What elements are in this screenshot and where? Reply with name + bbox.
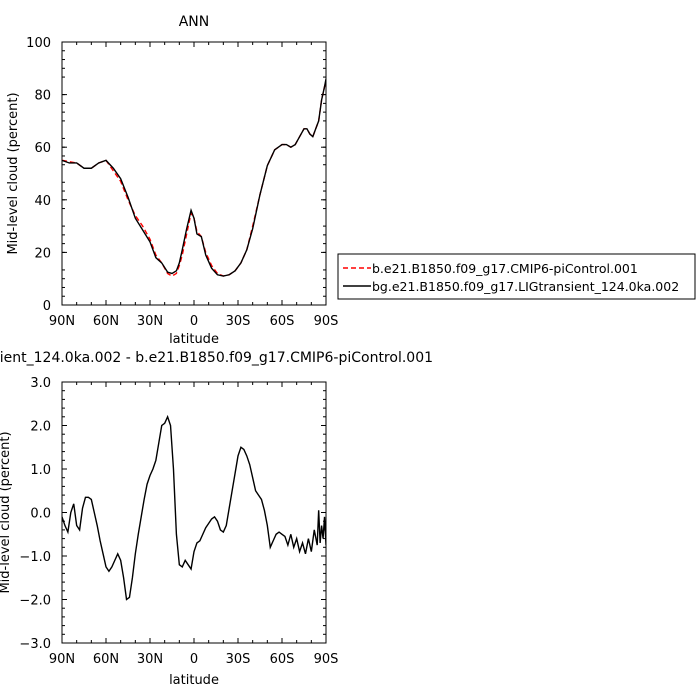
y-tick-label: 3.0 [30, 376, 51, 391]
y-tick-label: 2.0 [30, 420, 51, 435]
series-line-1 [62, 78, 326, 277]
plot-frame [61, 381, 327, 644]
x-axis-label: latitude [169, 673, 219, 688]
x-tick-label: 90S [314, 652, 339, 667]
y-tick-label: 40 [34, 194, 51, 209]
y-tick-label: −1.0 [19, 550, 51, 565]
y-tick-label: 0 [43, 299, 51, 314]
y-tick-label: 80 [34, 89, 51, 104]
x-tick-label: 90S [314, 314, 339, 329]
x-tick-label: 0 [190, 652, 198, 667]
x-tick-label: 30S [226, 314, 251, 329]
y-tick-label: −2.0 [19, 594, 51, 609]
x-tick-label: 90N [49, 314, 75, 329]
y-axis-label: Mid-level cloud (percent) [0, 431, 13, 593]
chart-title: ANN [179, 14, 210, 30]
x-tick-label: 0 [190, 314, 198, 329]
series-line-0 [62, 414, 326, 601]
x-tick-label: 60S [270, 652, 295, 667]
x-tick-label: 30N [137, 652, 163, 667]
plot-frame [61, 41, 327, 306]
legend-box [337, 253, 696, 300]
x-tick-label: 90N [49, 652, 75, 667]
series-line-0 [62, 81, 326, 277]
chart-title: LIGtransient_124.0ka.002 - b.e21.B1850.f… [0, 350, 433, 366]
legend-label-1: bg.e21.B1850.f09_g17.LIGtransient_124.0k… [372, 279, 679, 294]
y-axis-label: Mid-level cloud (percent) [6, 92, 21, 254]
y-tick-label: 20 [34, 246, 51, 261]
y-tick-label: 60 [34, 141, 51, 156]
x-tick-label: 30N [137, 314, 163, 329]
x-axis-label: latitude [169, 332, 219, 347]
y-tick-label: 1.0 [30, 463, 51, 478]
x-tick-label: 60N [93, 314, 119, 329]
x-tick-label: 30S [226, 652, 251, 667]
y-tick-label: −3.0 [19, 637, 51, 652]
legend-label-0: b.e21.B1850.f09_g17.CMIP6-piControl.001 [372, 261, 638, 276]
y-tick-label: 100 [26, 36, 51, 51]
x-tick-label: 60S [270, 314, 295, 329]
x-tick-label: 60N [93, 652, 119, 667]
y-tick-label: 0.0 [30, 507, 51, 522]
